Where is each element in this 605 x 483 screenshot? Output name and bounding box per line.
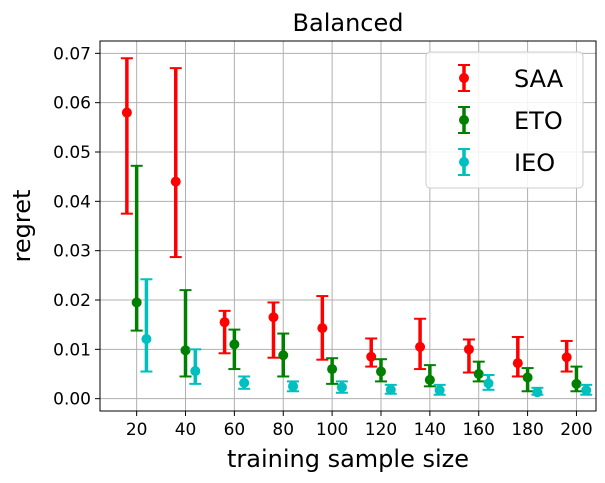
x-tick-label: 180 <box>511 420 543 440</box>
y-tick-label: 0.00 <box>53 390 91 410</box>
data-point <box>463 344 474 355</box>
legend-item-saa: SAA <box>458 64 564 93</box>
x-tick-label: 120 <box>365 420 397 440</box>
x-tick-label: 80 <box>272 420 294 440</box>
data-point <box>473 369 484 379</box>
data-point <box>170 176 181 187</box>
x-tick-label: 140 <box>414 420 446 440</box>
legend: SAA ETO IEO <box>425 51 584 189</box>
data-point <box>336 382 347 393</box>
data-point <box>483 378 494 389</box>
series-eto <box>130 164 583 393</box>
y-tick-label: 0.07 <box>53 44 91 64</box>
series-ieo <box>140 278 593 398</box>
legend-label: ETO <box>514 107 563 135</box>
data-point <box>366 351 377 362</box>
x-axis-title: training sample size <box>227 445 469 473</box>
data-point <box>385 384 396 395</box>
x-tick-label: 160 <box>462 420 494 440</box>
y-tick-label: 0.05 <box>53 143 91 163</box>
data-point <box>424 374 435 385</box>
data-point <box>190 366 201 377</box>
data-point <box>278 350 289 361</box>
data-point <box>581 385 592 396</box>
data-point <box>180 345 191 356</box>
data-point <box>288 381 299 392</box>
y-axis-title: regret <box>8 190 36 263</box>
y-tick-label: 0.01 <box>53 340 91 360</box>
y-tick-label: 0.06 <box>53 94 91 114</box>
data-point <box>327 364 338 375</box>
x-tick-label: 100 <box>316 420 348 440</box>
data-point <box>229 339 240 350</box>
ticks: 20 40 60 80 100 120 140 160 180 200 0.00 0.01 0.02 0.… <box>53 44 593 440</box>
legend-item-ieo: IEO <box>458 148 555 177</box>
data-point <box>121 107 132 118</box>
plot-frame <box>99 40 597 412</box>
legend-label: SAA <box>514 65 564 93</box>
data-point <box>317 323 328 334</box>
data-point <box>141 333 152 344</box>
legend-label: IEO <box>514 149 555 177</box>
series-saa <box>120 57 573 378</box>
x-tick-label: 200 <box>560 420 592 440</box>
x-tick-label: 60 <box>224 420 246 440</box>
data-point <box>532 387 543 398</box>
data-point <box>571 378 582 389</box>
data-point <box>512 358 523 369</box>
data-point <box>131 297 142 308</box>
legend-marker-point <box>459 115 469 125</box>
data-point <box>522 372 533 383</box>
x-tick-label: 40 <box>175 420 197 440</box>
legend-marker-point <box>459 157 469 167</box>
data-point <box>375 366 386 377</box>
data-point <box>219 317 230 328</box>
x-tick-label: 20 <box>126 420 148 440</box>
data-point <box>239 377 250 388</box>
data-point <box>561 352 572 363</box>
legend-item-eto: ETO <box>458 106 563 135</box>
data-point <box>415 341 426 352</box>
data-point <box>434 385 445 396</box>
y-tick-label: 0.02 <box>53 291 91 311</box>
legend-marker-point <box>459 73 469 83</box>
y-tick-label: 0.04 <box>53 192 91 212</box>
y-tick-label: 0.03 <box>53 242 91 262</box>
chart-title: Balanced <box>293 9 404 37</box>
data-point <box>268 312 279 323</box>
series-layer <box>120 57 593 398</box>
